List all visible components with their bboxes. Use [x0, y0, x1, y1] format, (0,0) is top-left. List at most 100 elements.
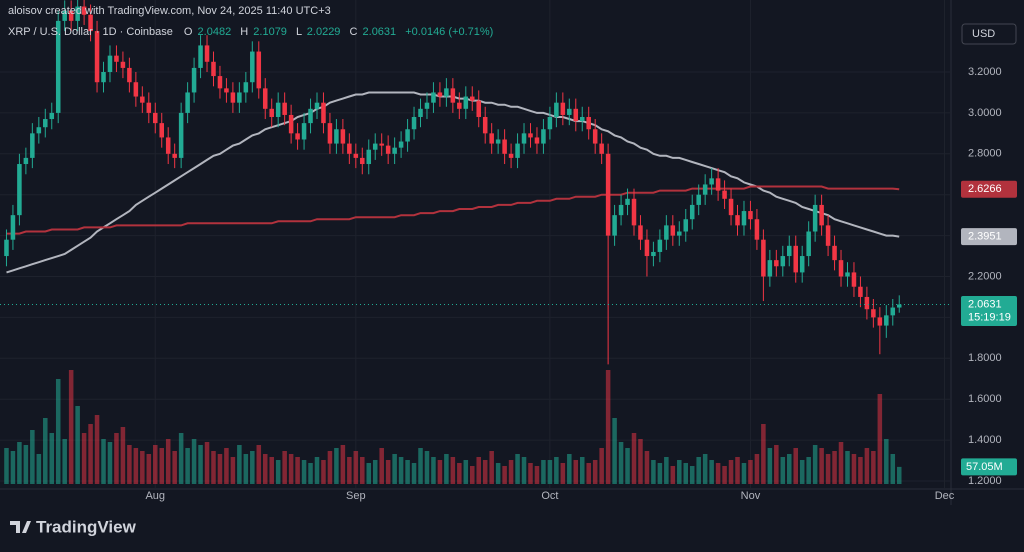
volume-bar: [237, 445, 242, 484]
volume-bar: [838, 442, 844, 484]
volume-bar: [23, 445, 29, 484]
y-tick-label: 1.4000: [968, 434, 1002, 446]
volume-bar: [431, 457, 436, 484]
volume-bar: [360, 457, 365, 484]
volume-bar: [146, 454, 152, 484]
volume-bar: [127, 445, 132, 484]
candle-body: [17, 164, 22, 216]
candle-body: [62, 10, 67, 21]
volume-bar: [256, 445, 262, 484]
volume-bar: [728, 460, 734, 484]
candle-body: [101, 72, 106, 83]
legend-low: 2.0229: [307, 26, 341, 38]
volume-bar: [625, 448, 630, 484]
volume-bar: [463, 460, 469, 484]
candle-body: [476, 100, 481, 117]
candle-body: [385, 145, 391, 154]
ma-badge: [961, 228, 1017, 246]
candle-body: [431, 92, 436, 103]
volume-bar: [657, 463, 663, 484]
candle-body: [799, 256, 805, 273]
candle-body: [812, 204, 818, 232]
volume-bar: [495, 463, 501, 484]
candle-body: [81, 6, 87, 15]
candle-body: [890, 307, 896, 316]
candle-body: [877, 317, 883, 326]
volume-bar: [10, 451, 16, 484]
volume-bar: [664, 457, 669, 484]
candle-body: [767, 260, 773, 277]
candle-body: [4, 239, 9, 257]
volume-bar: [644, 451, 650, 484]
candle-body: [838, 260, 844, 277]
candle-body: [217, 76, 223, 89]
volume-bar: [476, 457, 481, 484]
candle-body: [133, 82, 139, 97]
y-tick-label: 2.2000: [968, 270, 1002, 282]
volume-bar: [159, 448, 164, 484]
candle-body: [146, 102, 152, 113]
volume-bar: [153, 445, 158, 484]
volume-bar: [799, 460, 805, 484]
volume-bar: [741, 463, 747, 484]
volume-bar: [890, 454, 896, 484]
candle-body: [379, 143, 384, 146]
candle-body: [334, 129, 339, 144]
candle-body: [586, 116, 591, 130]
candle-body: [288, 114, 294, 134]
candle-body: [314, 102, 320, 109]
candle-body: [638, 225, 643, 240]
volume-bar: [250, 451, 255, 484]
y-tick-label: 1.6000: [968, 393, 1002, 405]
candle-body: [204, 45, 210, 62]
candle-body: [696, 194, 701, 205]
legend-close: 2.0631: [363, 26, 397, 38]
volume-bar: [735, 457, 740, 484]
volume-bar: [107, 442, 113, 484]
volume-bar: [120, 427, 126, 484]
currency[interactable]: USD: [972, 28, 995, 40]
volume-bar: [88, 424, 93, 484]
volume-bar: [301, 460, 307, 484]
candle-body: [178, 112, 184, 158]
y-tick-label: 1.2000: [968, 475, 1002, 487]
currency-button[interactable]: [961, 23, 1017, 45]
volume-pane: [4, 370, 902, 484]
logo: TradingView: [10, 517, 137, 536]
candle-body: [677, 231, 682, 236]
moving-average: [6, 185, 900, 235]
candle-body: [709, 178, 714, 185]
candle-body: [579, 116, 585, 122]
volume-bar: [806, 457, 811, 484]
grid: [0, 0, 951, 489]
legend-letter: O: [184, 26, 193, 38]
candle-body: [495, 139, 501, 144]
candle-body: [547, 116, 553, 130]
volume-bar: [761, 424, 766, 484]
candle-body: [308, 108, 313, 124]
volume-bar: [547, 460, 553, 484]
volume-bar: [75, 406, 80, 484]
candle-body: [651, 251, 656, 257]
candle-body: [599, 143, 604, 154]
candle-body: [489, 133, 494, 144]
candle-body: [515, 143, 520, 158]
candle-body: [573, 108, 579, 122]
x-tick-label: Aug: [145, 490, 165, 502]
candle-body: [735, 215, 740, 226]
volume-bar: [217, 454, 223, 484]
volume-bar: [470, 466, 475, 484]
y-tick-label: 1.8000: [968, 352, 1002, 364]
candle-body: [450, 88, 456, 103]
volume-bar: [94, 415, 100, 484]
candle-body: [75, 6, 80, 21]
candle-body: [172, 153, 177, 158]
candle-body: [793, 245, 798, 273]
volume-bar: [677, 460, 682, 484]
volume-bar: [133, 448, 139, 484]
volume-bar: [489, 451, 494, 484]
candle-body: [243, 82, 249, 93]
volume-bar: [372, 460, 378, 484]
candle-body: [10, 215, 16, 240]
x-tick-label: Nov: [741, 490, 761, 502]
